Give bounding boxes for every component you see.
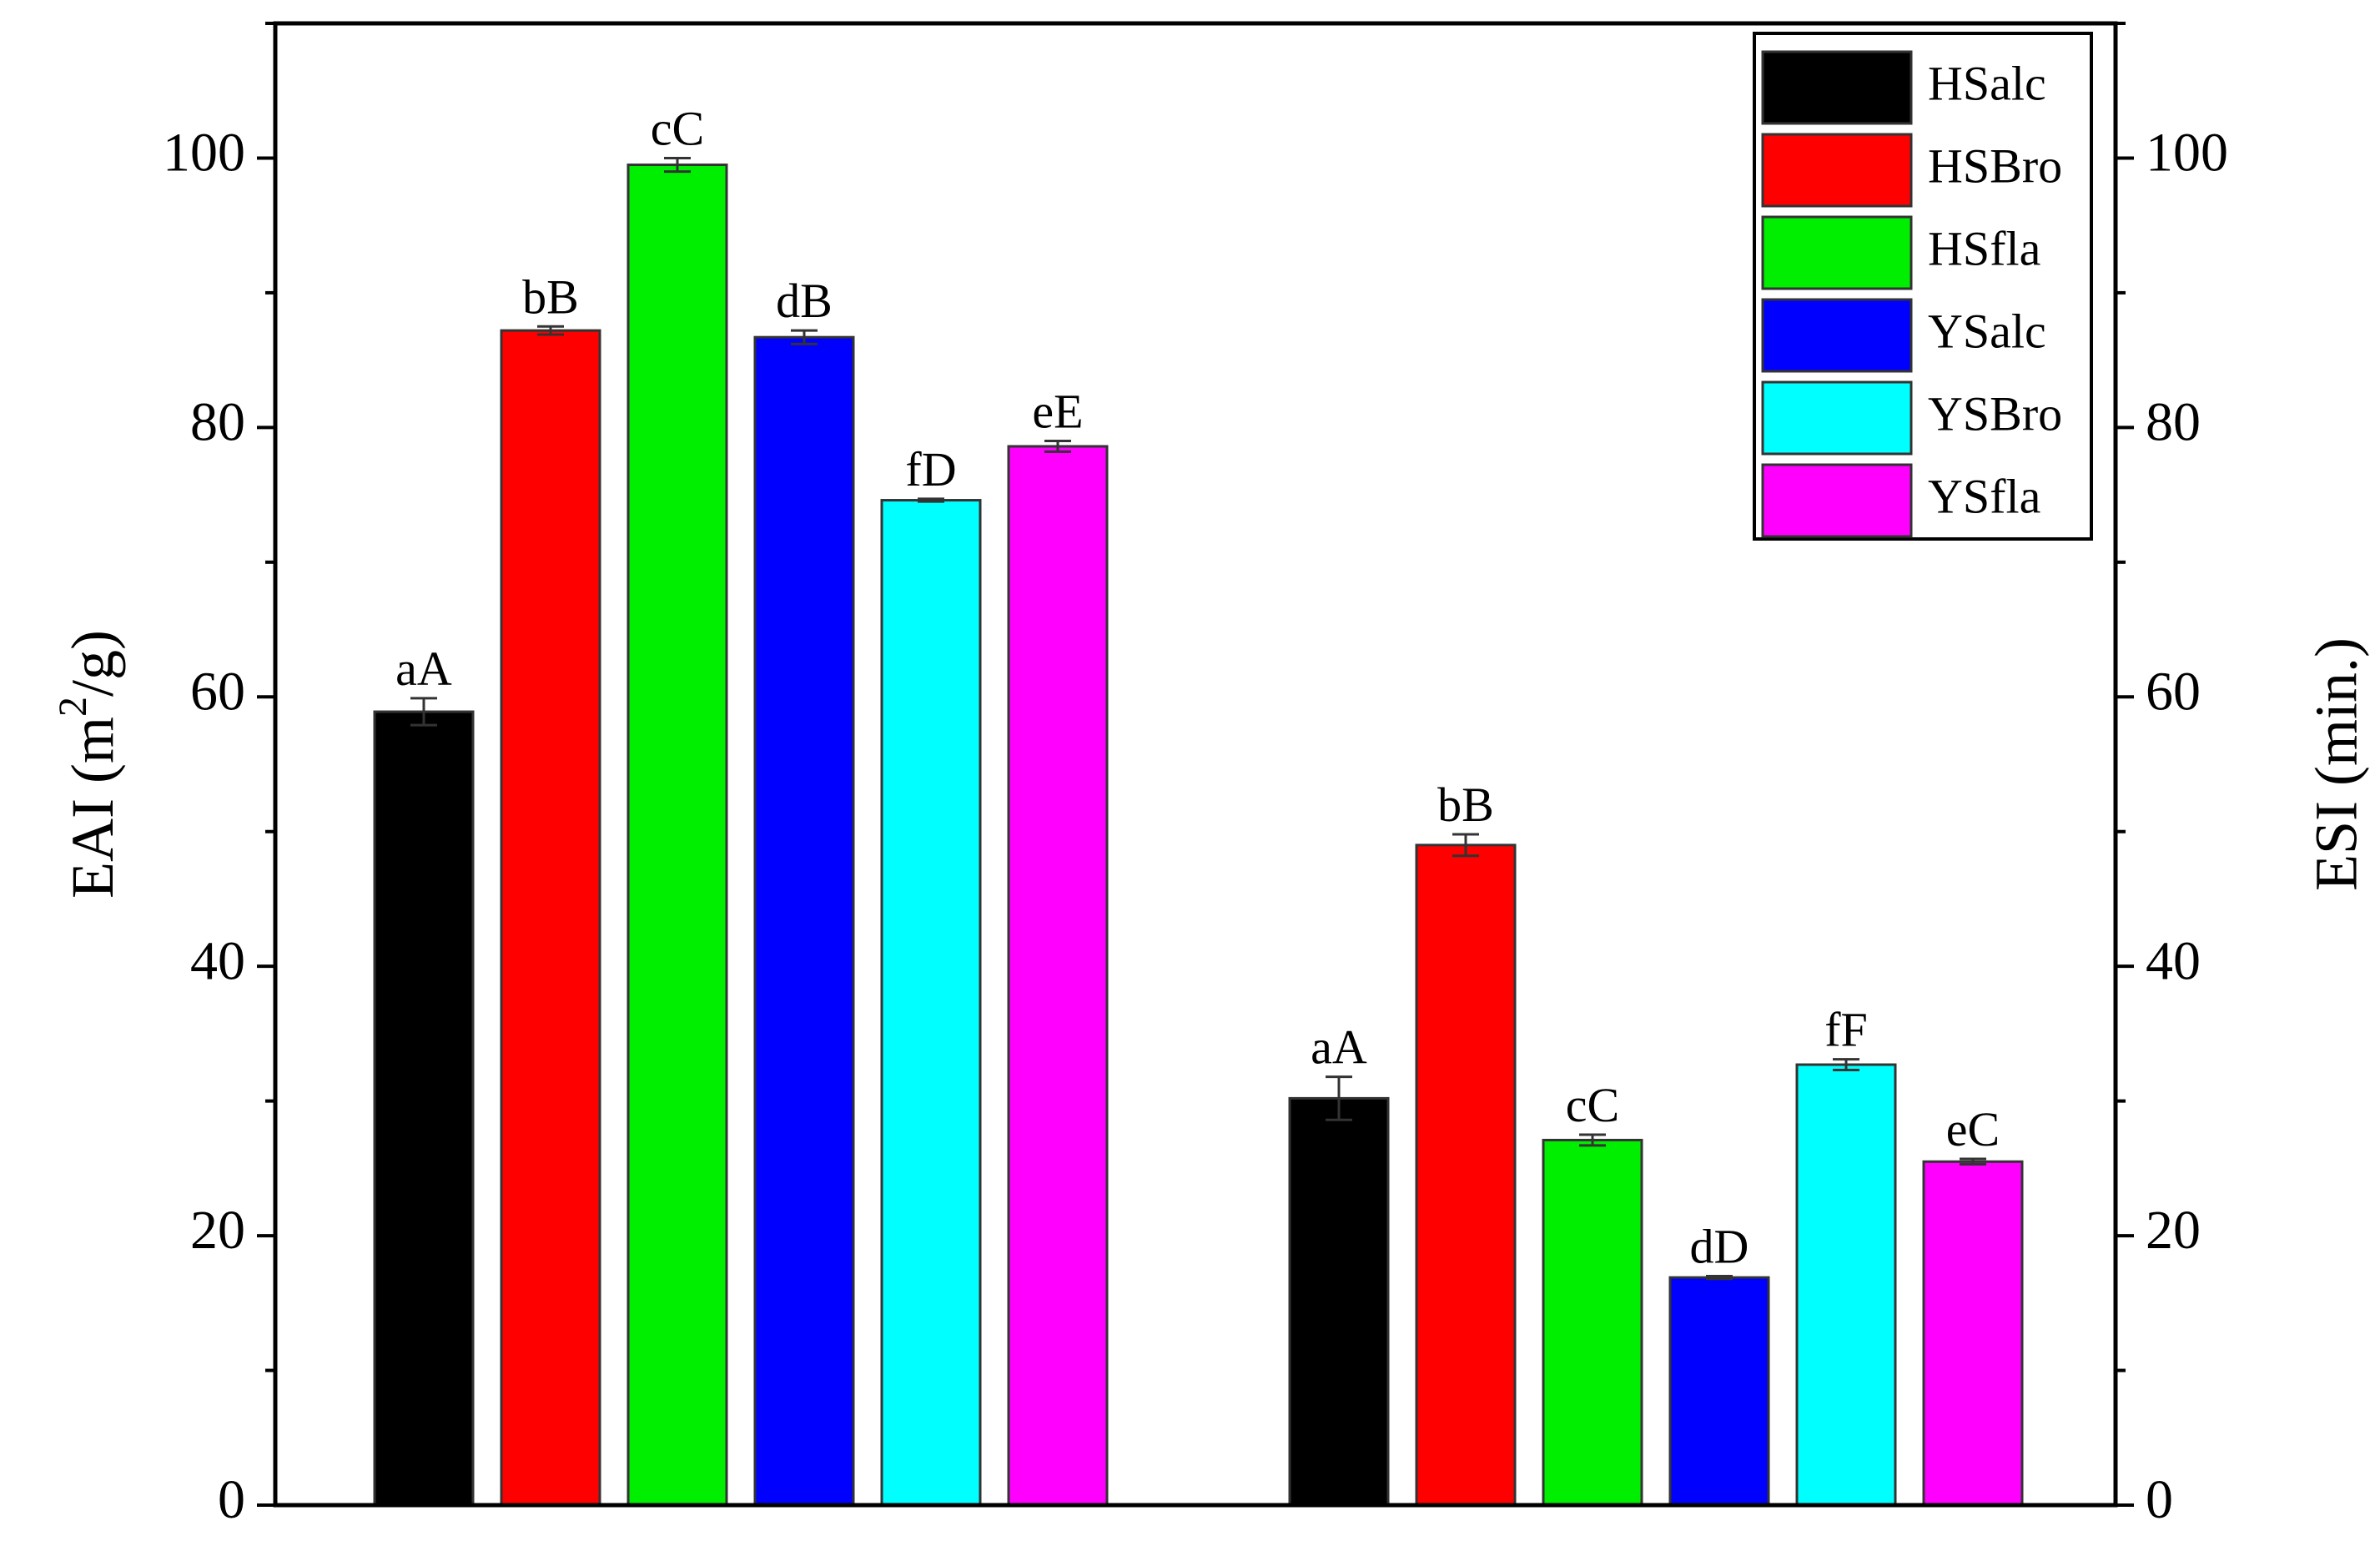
right-tick-label: 100: [2146, 123, 2228, 184]
bar-ysalc: [1668, 1276, 1770, 1507]
bar-hsfla: [1542, 1138, 1643, 1507]
legend-label-ysfla: YSfla: [1928, 469, 2040, 523]
data-label: dD: [1690, 1220, 1749, 1274]
legend-items: HSalc HSBro HSfla YSalc YSBro YSfla: [1761, 50, 2062, 538]
legend-swatch-ysfla: [1761, 463, 1913, 538]
left-tick-label: 80: [190, 392, 245, 453]
data-label: fF: [1824, 1003, 1868, 1057]
legend-swatch-ysalc: [1761, 298, 1913, 373]
bar-ysfla: [1007, 445, 1109, 1507]
legend-swatch-hsbro: [1761, 133, 1913, 208]
bar-hsalc: [373, 710, 475, 1507]
legend-swatch-hsalc: [1761, 50, 1913, 125]
plot-frame: [273, 21, 2118, 1508]
right-axis-ticks: 0 20 40 60 80 100: [2116, 22, 2228, 1530]
left-tick-label: 40: [190, 930, 245, 991]
legend-swatch-ysbro: [1761, 380, 1913, 456]
bar-hsalc: [1288, 1096, 1390, 1507]
legend-label-ysbro: YSBro: [1928, 386, 2062, 441]
right-tick-label: 80: [2146, 392, 2201, 453]
left-axis-label: EAI (m2/g): [51, 630, 126, 899]
data-label: eE: [1032, 385, 1083, 439]
legend: HSalc HSBro HSfla YSalc YSBro YSfla: [1753, 32, 2093, 541]
left-tick-label: 20: [190, 1200, 245, 1261]
data-label: cC: [651, 101, 704, 155]
left-tick-label: 60: [190, 661, 245, 722]
right-axis-label: ESI (min.): [2303, 637, 2370, 891]
bar-ysbro: [1795, 1063, 1897, 1507]
legend-label-ysalc: YSalc: [1928, 304, 2046, 358]
data-labels-layer: aA aA bB bB cC cC dB dD fD fF eE eC: [395, 101, 2000, 1273]
data-label: dB: [776, 274, 833, 328]
legend-label-hsalc: HSalc: [1928, 56, 2046, 110]
legend-swatch-hsfla: [1761, 215, 1913, 290]
data-label: bB: [522, 269, 579, 324]
right-tick-label: 60: [2146, 661, 2201, 722]
bar-hsbro: [500, 329, 601, 1507]
legend-label-hsbro: HSBro: [1928, 138, 2062, 193]
bar-ysbro: [880, 499, 982, 1507]
left-tick-label: 100: [163, 123, 245, 184]
left-tick-label: 0: [218, 1469, 245, 1530]
bar-ysalc: [753, 335, 855, 1507]
data-label: cC: [1566, 1078, 1619, 1132]
left-axis-ticks: 0 20 40 60 80 100: [163, 22, 275, 1530]
bar-ysfla: [1922, 1160, 2024, 1507]
data-label: eC: [1946, 1102, 2000, 1156]
right-tick-label: 20: [2146, 1200, 2201, 1261]
data-label: bB: [1437, 778, 1494, 832]
data-label: fD: [905, 442, 956, 496]
bar-hsbro: [1415, 844, 1517, 1507]
bar-hsfla: [626, 164, 728, 1507]
data-label: aA: [1311, 1020, 1367, 1075]
data-label: aA: [395, 642, 452, 696]
right-tick-label: 0: [2146, 1469, 2173, 1530]
right-tick-label: 40: [2146, 930, 2201, 991]
bars-layer: [373, 164, 2024, 1507]
legend-label-hsfla: HSfla: [1928, 221, 2040, 275]
error-bars-layer: [410, 156, 1986, 1281]
